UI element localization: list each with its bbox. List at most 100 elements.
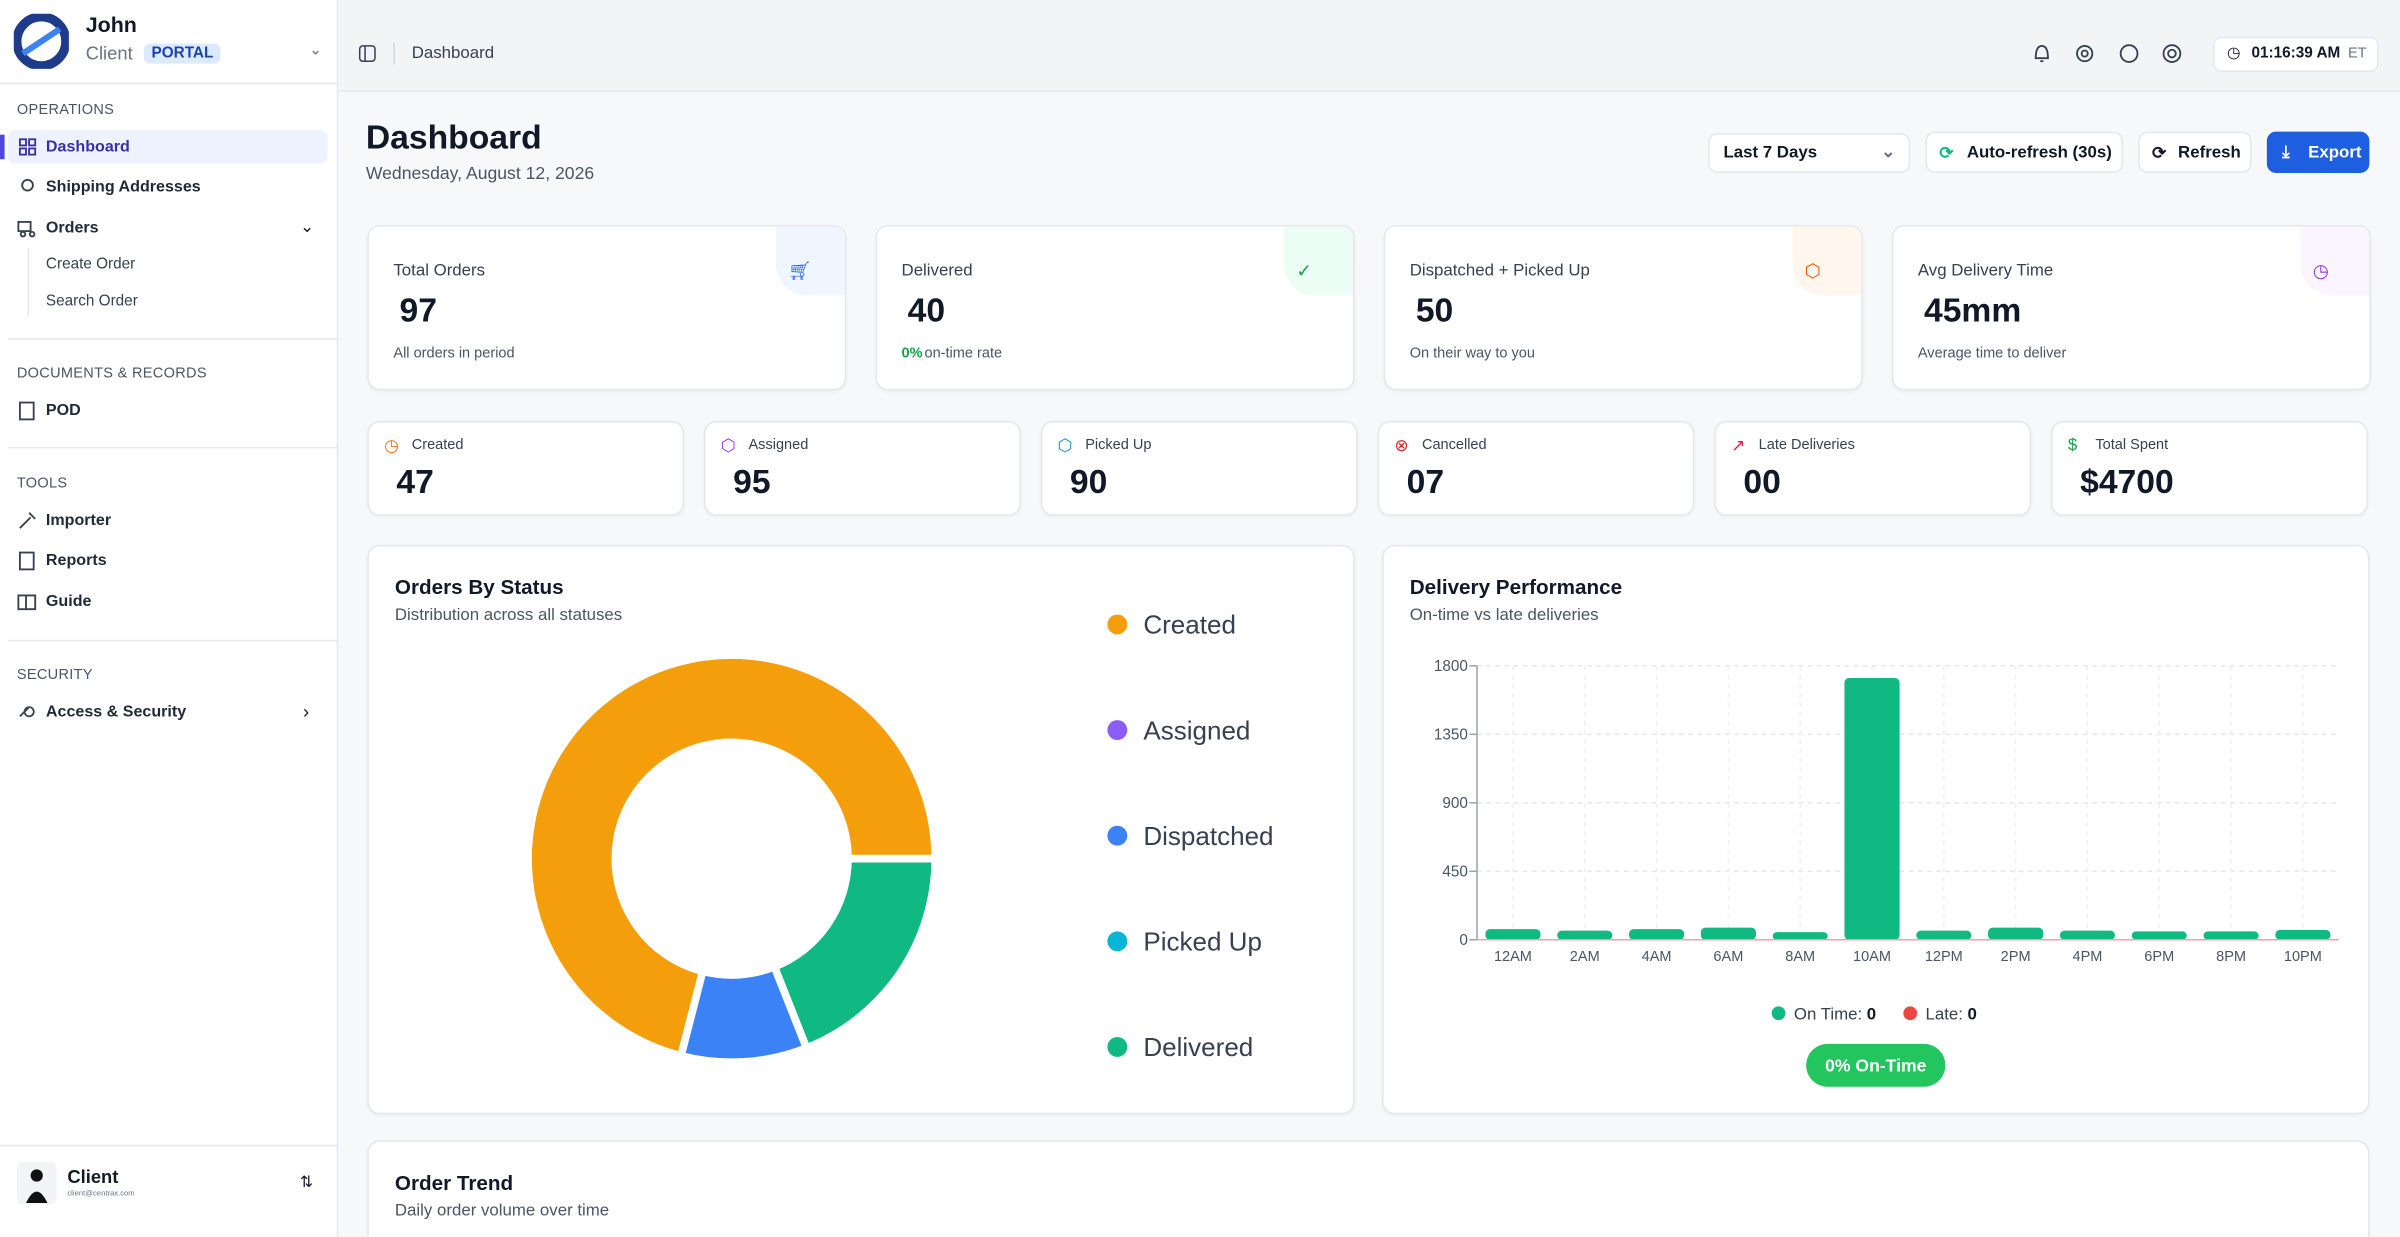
legend-dot xyxy=(1107,1036,1128,1057)
stat-icon: ✓ xyxy=(1296,260,1312,282)
mini-icon: ◷ xyxy=(384,436,399,456)
legend-dot xyxy=(1903,1006,1918,1021)
donut-slice xyxy=(524,651,940,1061)
user-menu[interactable]: ⇅ xyxy=(299,1174,313,1192)
mini-value: 90 xyxy=(1069,462,1108,501)
auto-refresh[interactable]: ⟳ Auto-refresh (30s) xyxy=(1925,131,2123,173)
stat-label: Delivered xyxy=(901,261,973,281)
mini-card xyxy=(704,420,1021,516)
chart-title: Orders By Status xyxy=(395,576,564,599)
bar xyxy=(1557,930,1613,940)
separator xyxy=(393,42,395,65)
icon: ⟳ xyxy=(1939,144,1954,164)
divider xyxy=(7,446,337,449)
stat-card xyxy=(1383,224,1863,391)
badge xyxy=(1806,1043,1946,1087)
nav-item[interactable]: Access & Security xyxy=(45,702,187,721)
legend-label: Picked Up xyxy=(1143,927,1262,957)
clock-time: 01:16:39 AM xyxy=(2251,45,2341,62)
stat-icon-bg xyxy=(1284,226,1354,296)
nav-item[interactable]: Guide xyxy=(45,592,92,611)
nav-item[interactable]: Importer xyxy=(45,511,112,530)
section-title: SECURITY xyxy=(16,666,93,684)
nav-item[interactable]: Dashboard xyxy=(45,137,130,157)
mini-icon: $ xyxy=(2067,436,2078,455)
divider xyxy=(0,82,339,85)
bar xyxy=(1485,929,1541,940)
page-title: Dashboard xyxy=(365,117,542,157)
nav-item[interactable]: Orders xyxy=(45,218,99,238)
stat-icon: ⬡ xyxy=(1804,260,1821,282)
section-title: OPERATIONS xyxy=(16,101,115,119)
section-title: DOCUMENTS & RECORDS xyxy=(16,365,207,382)
clock-icon: ◷ xyxy=(2227,45,2241,62)
mini-card xyxy=(2051,420,2368,516)
mini-value: 47 xyxy=(396,462,434,501)
mini-label: Assigned xyxy=(748,436,809,454)
divider xyxy=(0,1144,339,1147)
nav-item[interactable]: Shipping Addresses xyxy=(45,177,201,196)
mini-icon: ⬡ xyxy=(1057,436,1073,456)
range-label: Last 7 Days xyxy=(1723,143,1818,163)
brand-role: Client xyxy=(85,42,133,65)
badge-label: 0% On-Time xyxy=(1825,1055,1927,1075)
bar xyxy=(1772,932,1828,940)
nav-subitem[interactable]: Search Order xyxy=(45,293,138,310)
bar xyxy=(1844,677,1900,940)
clock-box xyxy=(2213,36,2379,72)
user-name: Client xyxy=(67,1166,119,1188)
icon: ⤓ xyxy=(2282,143,2290,162)
stat-card xyxy=(1891,224,2371,391)
stat-note: on-time rate xyxy=(924,345,1003,362)
portal-badge: PORTAL xyxy=(143,43,221,64)
range-select[interactable]: Last 7 Days ⌄ xyxy=(1708,133,1911,173)
stat-note: All orders in period xyxy=(393,345,515,362)
auto-refresh-label: Auto-refresh (30s) xyxy=(1966,143,2112,163)
legend-label: Created xyxy=(1143,610,1236,640)
chevron[interactable]: › xyxy=(303,701,310,723)
nav-item[interactable]: POD xyxy=(45,401,81,420)
legend-label: Late: xyxy=(1926,1004,1963,1023)
trend-subtitle: Daily order volume over time xyxy=(394,1201,610,1220)
header-icons[interactable] xyxy=(2030,41,2186,65)
mini-value: $4700 xyxy=(2080,462,2174,501)
nav-item[interactable]: Reports xyxy=(45,551,107,570)
nav-subitem[interactable]: Create Order xyxy=(45,256,136,274)
x-tick-label: 8PM xyxy=(2216,949,2246,965)
active-bg[interactable] xyxy=(7,130,328,164)
legend-label: Assigned xyxy=(1143,715,1250,745)
section-title: TOOLS xyxy=(16,475,68,493)
legend-dot xyxy=(1107,720,1128,741)
stat-label: Dispatched + Picked Up xyxy=(1409,261,1590,281)
stat-card xyxy=(875,224,1355,391)
mini-icon: ⊗ xyxy=(1394,436,1409,456)
mini-value: 07 xyxy=(1406,462,1445,501)
clock-zone: ET xyxy=(2347,45,2367,62)
sidebar-toggle[interactable] xyxy=(358,44,376,62)
bar xyxy=(1916,930,1972,940)
bar xyxy=(2203,931,2259,940)
mini-label: Picked Up xyxy=(1085,436,1152,454)
stat-icon: ◷ xyxy=(2312,260,2329,282)
brand-chevron[interactable]: ⌄ xyxy=(309,42,323,59)
mini-label: Late Deliveries xyxy=(1758,436,1855,454)
x-tick-label: 6AM xyxy=(1713,949,1743,965)
export-label: Export xyxy=(2308,143,2362,163)
sidebar: John Client PORTAL ⌄ OPERATIONS Dashboar… xyxy=(0,0,339,1237)
export[interactable]: ⤓ Export xyxy=(2266,131,2370,173)
stat-icon-bg xyxy=(2300,226,2370,296)
x-tick-label: 6PM xyxy=(2144,949,2174,965)
bar xyxy=(2275,929,2331,940)
stat-note: Average time to deliver xyxy=(1917,345,2067,362)
bar xyxy=(1988,927,2044,940)
chevron[interactable]: ⌄ xyxy=(299,218,315,237)
trend-title: Order Trend xyxy=(394,1171,514,1195)
x-tick-label: 10PM xyxy=(2284,949,2322,965)
logo xyxy=(13,13,69,69)
mini-value: 00 xyxy=(1743,462,1781,501)
mini-icon: ⬡ xyxy=(720,436,736,456)
refresh[interactable]: ⟳ Refresh xyxy=(2138,131,2252,173)
